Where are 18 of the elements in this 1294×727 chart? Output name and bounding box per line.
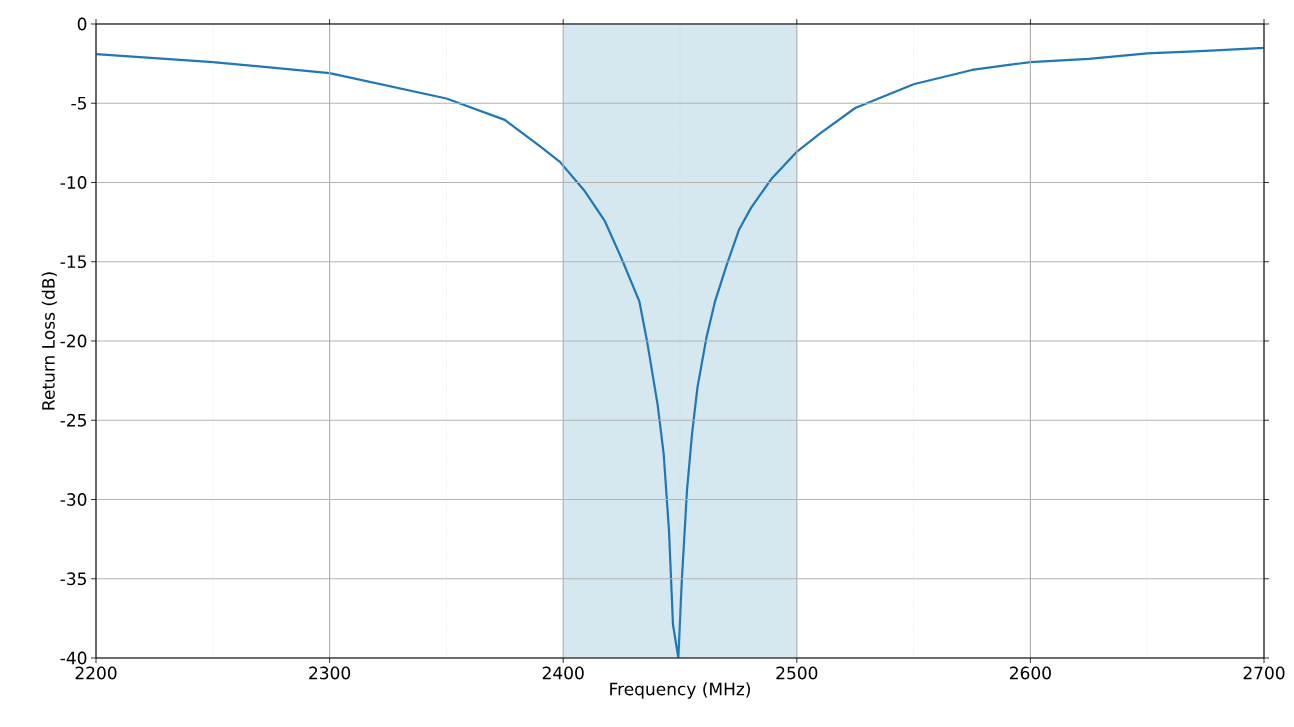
y-tick-label: -40 bbox=[60, 651, 87, 665]
y-tick-label: -15 bbox=[60, 255, 86, 269]
y-axis-title: Return Loss (dB) bbox=[41, 272, 57, 410]
x-tick-label: 2700 bbox=[1243, 666, 1285, 680]
x-tick-label: 2400 bbox=[542, 666, 584, 680]
x-axis-title: Frequency (MHz) bbox=[610, 682, 750, 699]
x-tick-label: 2200 bbox=[75, 666, 117, 680]
y-tick-label: -5 bbox=[71, 96, 86, 110]
y-tick-label: 0 bbox=[77, 17, 87, 31]
y-tick-label: -25 bbox=[60, 413, 86, 427]
x-tick-label: 2500 bbox=[776, 666, 818, 680]
x-tick-label: 2300 bbox=[309, 666, 351, 680]
line-series bbox=[96, 46, 1264, 658]
y-tick-label: -30 bbox=[60, 493, 87, 506]
x-tick-label: 2600 bbox=[1010, 666, 1051, 680]
y-tick-label: -10 bbox=[60, 176, 87, 189]
y-tick-label: -20 bbox=[60, 334, 87, 348]
y-tick-label: -35 bbox=[60, 572, 86, 586]
